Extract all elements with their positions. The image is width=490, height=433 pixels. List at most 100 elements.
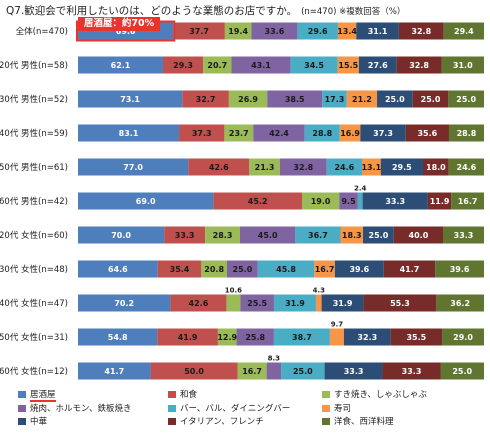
- bar-segment-8: [436, 294, 484, 312]
- bar-segment-2: [226, 294, 241, 312]
- bar-segment-1: [188, 158, 250, 176]
- data-label: 28.3: [213, 231, 233, 240]
- bar-segment-2: [205, 226, 240, 244]
- data-label: 45.8: [276, 265, 296, 274]
- bar-segment-4: [357, 192, 363, 210]
- bar-segment-2: [224, 22, 252, 40]
- data-label: 54.8: [108, 333, 128, 342]
- data-label: 25.0: [233, 265, 253, 274]
- bar-segment-8: [441, 56, 484, 74]
- bar-segment-1: [182, 90, 229, 108]
- bar-segment-0: [78, 294, 171, 312]
- data-label: 16.7: [458, 197, 478, 206]
- data-label: 37.3: [192, 129, 212, 138]
- bar-segment-5: [314, 260, 335, 278]
- data-label: 33.6: [265, 27, 285, 36]
- data-label: 31.9: [333, 299, 353, 308]
- data-label: 15.5: [338, 61, 358, 70]
- data-label: 69.6: [116, 27, 136, 36]
- bar-segment-1: [173, 22, 225, 40]
- bar-segment-6: [334, 260, 384, 278]
- bar-segment-1: [213, 192, 302, 210]
- data-label: 21.2: [352, 95, 372, 104]
- data-label: 25.0: [456, 95, 476, 104]
- bar-segment-2: [228, 90, 268, 108]
- data-label: 9.5: [341, 197, 356, 206]
- bar-segment-8: [451, 192, 484, 210]
- data-label: 35.6: [417, 129, 437, 138]
- data-label: 19.0: [311, 197, 331, 206]
- bar-segment-1: [157, 328, 218, 346]
- bar-segment-2: [203, 56, 232, 74]
- data-label: 29.5: [392, 163, 412, 172]
- data-label: 33.3: [175, 231, 195, 240]
- data-label: 19.4: [228, 27, 248, 36]
- data-label: 37.7: [189, 27, 209, 36]
- bar-segment-6: [360, 124, 406, 142]
- bar-segment-0: [78, 124, 180, 142]
- highlight-callout-label: 居酒屋：約70%: [78, 17, 160, 31]
- bar-segment-2: [237, 362, 267, 380]
- bar-segment-4: [326, 158, 362, 176]
- bar-segment-4: [295, 226, 341, 244]
- data-label: 25.0: [385, 95, 405, 104]
- data-label: 20.8: [204, 265, 224, 274]
- data-label: 4.3: [313, 287, 326, 295]
- data-label: 29.6: [308, 27, 328, 36]
- data-label: 36.7: [308, 231, 328, 240]
- bar-segment-7: [427, 192, 452, 210]
- data-label: 35.4: [170, 265, 190, 274]
- bar-segment-4: [322, 90, 347, 108]
- category-label: 30代 男性(n=52): [0, 94, 68, 105]
- bar-segment-8: [443, 226, 484, 244]
- bar-segment-5: [315, 294, 322, 312]
- bar-segment-7: [405, 124, 449, 142]
- data-label: 55.3: [390, 299, 410, 308]
- data-label: 32.8: [411, 27, 431, 36]
- data-label: 25.0: [452, 367, 472, 376]
- data-label: 29.0: [453, 333, 473, 342]
- data-label: 16.9: [340, 129, 360, 138]
- bar-segment-6: [377, 90, 413, 108]
- data-label: 70.2: [114, 299, 134, 308]
- category-label: 20代 女性(n=60): [0, 230, 68, 241]
- data-label: 13.1: [361, 163, 381, 172]
- bar-segment-2: [201, 260, 227, 278]
- bar-segment-5: [337, 22, 357, 40]
- bar-segment-5: [361, 158, 381, 176]
- data-label: 45.0: [258, 231, 278, 240]
- bar-segment-0: [78, 158, 189, 176]
- bar-segment-0: [78, 90, 183, 108]
- data-label: 38.5: [285, 95, 305, 104]
- data-label: 33.3: [454, 231, 474, 240]
- chart-title: Q7.歓迎会で利用したいのは、どのような業態のお店ですか。 (n=470) ※複数…: [6, 3, 405, 18]
- data-label: 28.8: [312, 129, 332, 138]
- bar-segment-1: [150, 362, 238, 380]
- bar-segment-3: [266, 362, 282, 380]
- category-label: 全体(n=470): [16, 26, 68, 37]
- data-label: 25.5: [247, 299, 267, 308]
- data-label: 26.9: [238, 95, 258, 104]
- bar-segment-7: [412, 90, 449, 108]
- bar-segment-8: [443, 22, 484, 40]
- bar-segment-3: [253, 124, 305, 142]
- bar-segment-1: [179, 124, 225, 142]
- data-label: 41.9: [178, 333, 198, 342]
- data-label: 64.6: [108, 265, 128, 274]
- bar-segment-4: [304, 124, 340, 142]
- data-label: 18.3: [342, 231, 362, 240]
- bar-segment-4: [273, 294, 316, 312]
- data-label: 32.7: [196, 95, 216, 104]
- bar-segment-5: [329, 328, 344, 346]
- bar-segment-8: [448, 124, 484, 142]
- data-label: 18.0: [426, 163, 446, 172]
- bar-segment-6: [363, 226, 394, 244]
- bar-segment-5: [339, 124, 361, 142]
- bar-segment-3: [251, 22, 298, 40]
- bar-segment-4: [297, 22, 338, 40]
- data-label: 27.6: [368, 61, 388, 70]
- data-label: 23.7: [229, 129, 249, 138]
- bar-segment-8: [448, 158, 484, 176]
- bar-segment-5: [346, 90, 378, 108]
- data-label: 25.8: [245, 333, 265, 342]
